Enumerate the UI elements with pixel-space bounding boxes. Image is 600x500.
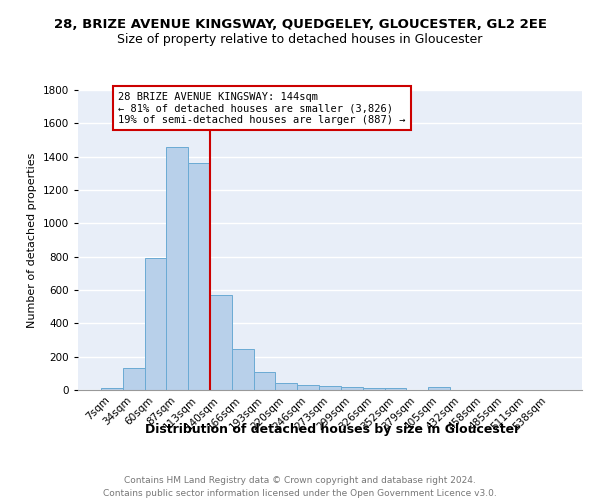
Bar [254,372,275,390]
Bar [428,386,450,390]
Bar [210,295,232,390]
Bar [275,384,297,390]
Text: Distribution of detached houses by size in Gloucester: Distribution of detached houses by size … [145,422,521,436]
Bar [101,388,123,390]
Bar [166,146,188,390]
Bar [385,388,406,390]
Bar [297,385,319,390]
Text: Contains HM Land Registry data © Crown copyright and database right 2024.: Contains HM Land Registry data © Crown c… [124,476,476,485]
Text: 28 BRIZE AVENUE KINGSWAY: 144sqm
← 81% of detached houses are smaller (3,826)
19: 28 BRIZE AVENUE KINGSWAY: 144sqm ← 81% o… [118,92,406,125]
Bar [319,386,341,390]
Text: 28, BRIZE AVENUE KINGSWAY, QUEDGELEY, GLOUCESTER, GL2 2EE: 28, BRIZE AVENUE KINGSWAY, QUEDGELEY, GL… [53,18,547,30]
Bar [363,388,385,390]
Text: Contains public sector information licensed under the Open Government Licence v3: Contains public sector information licen… [103,489,497,498]
Y-axis label: Number of detached properties: Number of detached properties [27,152,37,328]
Bar [341,386,363,390]
Text: Size of property relative to detached houses in Gloucester: Size of property relative to detached ho… [118,32,482,46]
Bar [123,368,145,390]
Bar [232,349,254,390]
Bar [145,258,166,390]
Bar [188,164,210,390]
